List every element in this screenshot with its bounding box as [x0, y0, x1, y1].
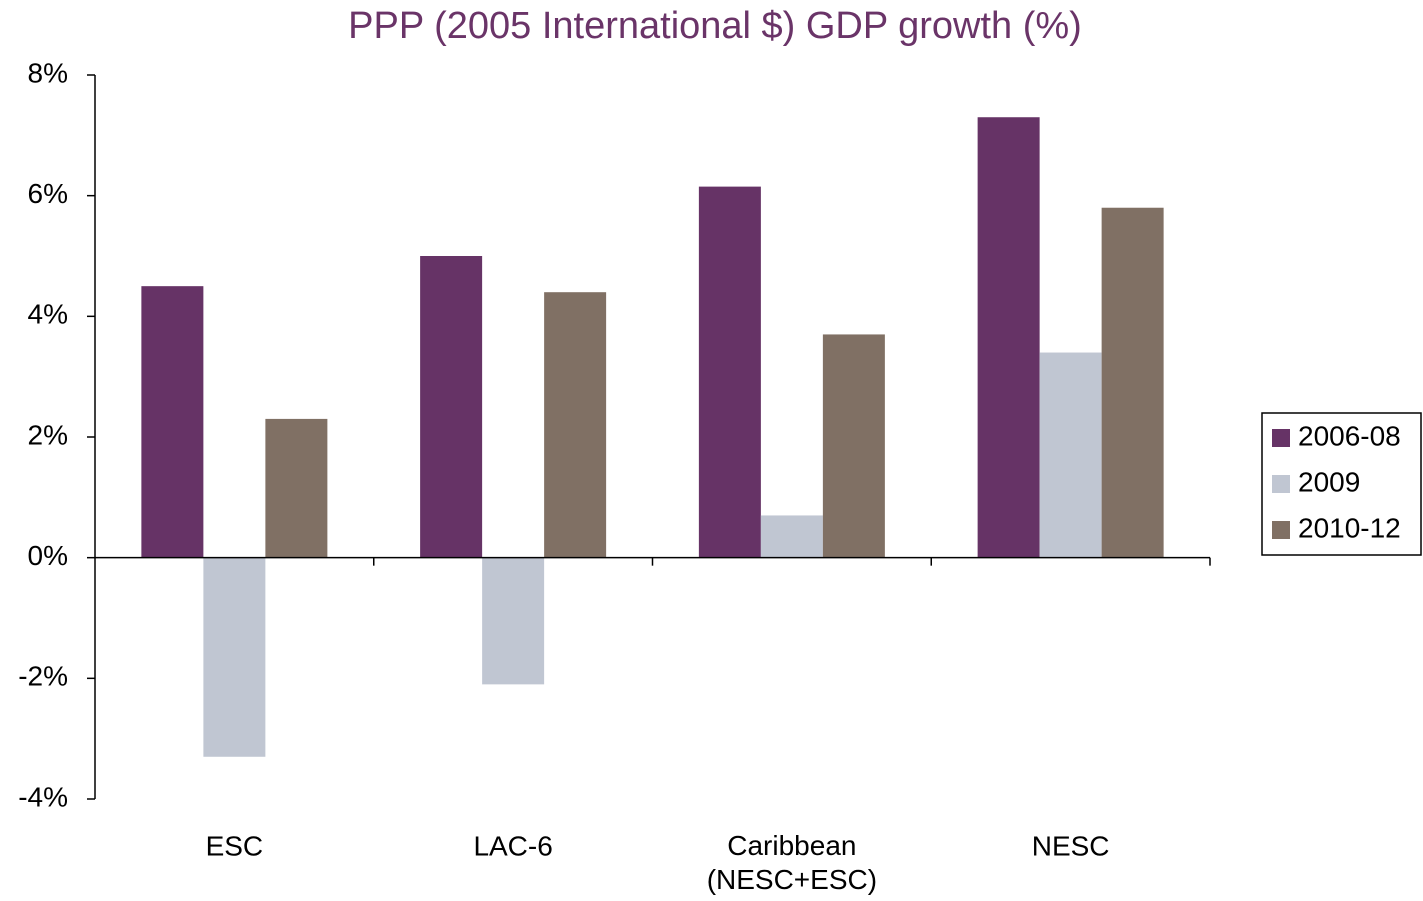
bar	[203, 557, 266, 757]
bar	[1101, 207, 1164, 558]
bar	[420, 256, 483, 558]
bar	[698, 186, 761, 558]
x-tick-label: NESC	[1032, 830, 1110, 861]
x-tick-label: LAC-6	[473, 830, 552, 861]
bar	[822, 334, 885, 558]
bar	[544, 292, 607, 558]
x-tick-label: ESC	[206, 830, 264, 861]
legend-swatch	[1272, 521, 1290, 539]
bar	[977, 117, 1040, 558]
legend-swatch	[1272, 429, 1290, 447]
bar	[265, 418, 328, 558]
y-tick-label: -4%	[18, 781, 68, 812]
y-tick-label: 6%	[28, 178, 68, 209]
y-tick-label: -2%	[18, 661, 68, 692]
legend-label: 2006-08	[1298, 420, 1401, 451]
y-tick-label: 0%	[28, 540, 68, 571]
bar	[760, 515, 823, 558]
y-tick-label: 4%	[28, 299, 68, 330]
legend-label: 2010-12	[1298, 512, 1401, 543]
y-tick-label: 2%	[28, 419, 68, 450]
bar	[482, 557, 545, 685]
chart-title: PPP (2005 International $) GDP growth (%…	[348, 5, 1082, 47]
y-tick-label: 8%	[28, 57, 68, 88]
bar	[1039, 352, 1102, 558]
legend-label: 2009	[1298, 466, 1360, 497]
bar	[141, 286, 204, 558]
x-tick-label: Caribbean (NESC+ESC)	[707, 830, 877, 895]
legend-swatch	[1272, 475, 1290, 493]
